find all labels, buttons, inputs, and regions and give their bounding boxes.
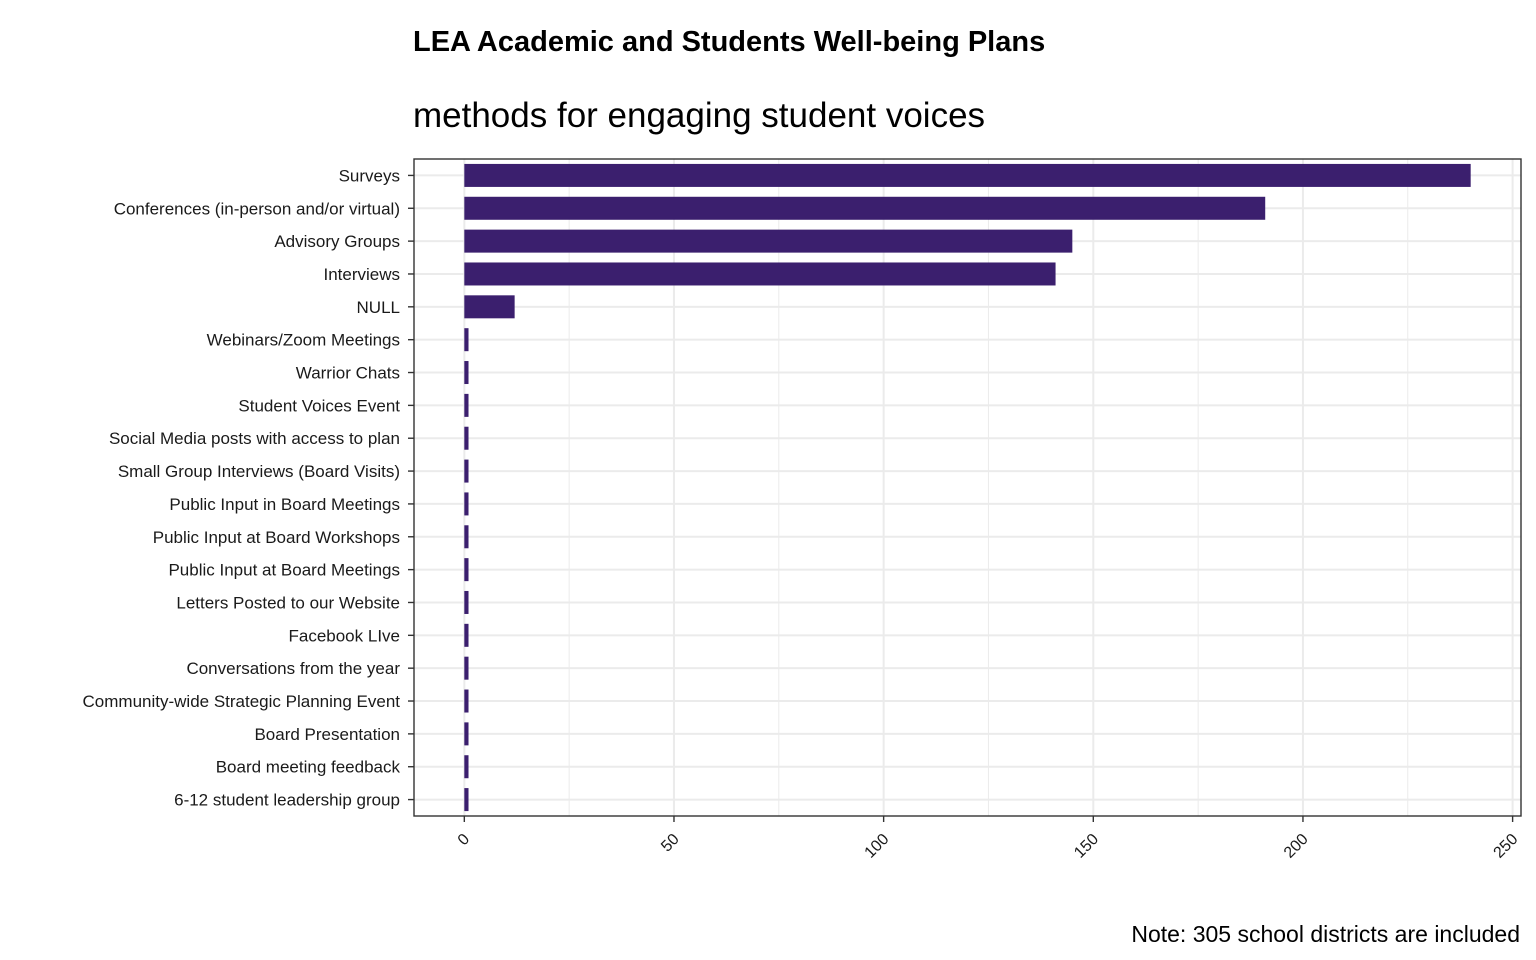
y-axis: Surveys Conferences (in-person and/or vir… <box>83 166 414 810</box>
bar <box>464 393 469 417</box>
bar <box>464 656 469 680</box>
y-tick-label: Facebook LIve <box>288 626 400 645</box>
y-tick-label: Conferences (in-person and/or virtual) <box>114 199 400 218</box>
y-tick-label: Community-wide Strategic Planning Event <box>83 692 401 711</box>
bar <box>464 229 1073 253</box>
x-axis: 0 50 100 150 200 250 <box>455 816 1522 862</box>
bar <box>464 492 469 516</box>
plot-panel-background <box>414 159 1521 816</box>
y-tick-label: Advisory Groups <box>274 232 400 251</box>
bar <box>464 459 469 483</box>
x-tick-label: 0 <box>455 831 473 849</box>
y-tick-label: Webinars/Zoom Meetings <box>207 331 400 350</box>
y-tick-label: Conversations from the year <box>186 659 400 678</box>
y-tick-label: Public Input at Board Meetings <box>168 561 400 580</box>
chart-subtitle: methods for engaging student voices <box>413 96 986 135</box>
y-tick-label: Student Voices Event <box>238 396 400 415</box>
y-tick-label: Public Input in Board Meetings <box>169 495 400 514</box>
bars <box>464 163 1471 812</box>
bar <box>464 295 515 319</box>
chart-title: LEA Academic and Students Well-being Pla… <box>413 26 1046 58</box>
y-tick-label: 6-12 student leadership group <box>174 791 400 810</box>
bar <box>464 328 469 352</box>
x-tick-label: 50 <box>658 831 683 856</box>
y-tick-label: Warrior Chats <box>296 364 400 383</box>
y-tick-label: Letters Posted to our Website <box>176 593 400 612</box>
bar <box>464 163 1471 187</box>
x-tick-label: 200 <box>1281 831 1312 862</box>
y-tick-label: Public Input at Board Workshops <box>153 528 400 547</box>
x-tick-label: 100 <box>862 831 893 862</box>
plot-panel-border <box>413 158 1522 817</box>
bar <box>464 623 469 647</box>
chart-caption: Note: 305 school districts are included <box>1131 921 1520 947</box>
bar <box>464 196 1266 220</box>
y-tick-label: Board Presentation <box>254 725 400 744</box>
bar <box>464 262 1056 286</box>
y-tick-label: NULL <box>357 298 400 317</box>
bar <box>464 788 469 812</box>
bar <box>464 525 469 549</box>
bar <box>464 361 469 385</box>
x-tick-label: 250 <box>1491 831 1522 862</box>
bar <box>464 689 469 713</box>
bar <box>464 755 469 779</box>
y-tick-label: Social Media posts with access to plan <box>109 429 400 448</box>
y-tick-label: Surveys <box>339 166 400 185</box>
bar <box>464 426 469 450</box>
x-tick-label: 150 <box>1071 831 1102 862</box>
y-tick-label: Interviews <box>323 265 400 284</box>
bar <box>464 558 469 582</box>
y-tick-label: Board meeting feedback <box>216 758 401 777</box>
bar <box>464 722 469 746</box>
y-tick-label: Small Group Interviews (Board Visits) <box>118 462 400 481</box>
bar <box>464 590 469 614</box>
